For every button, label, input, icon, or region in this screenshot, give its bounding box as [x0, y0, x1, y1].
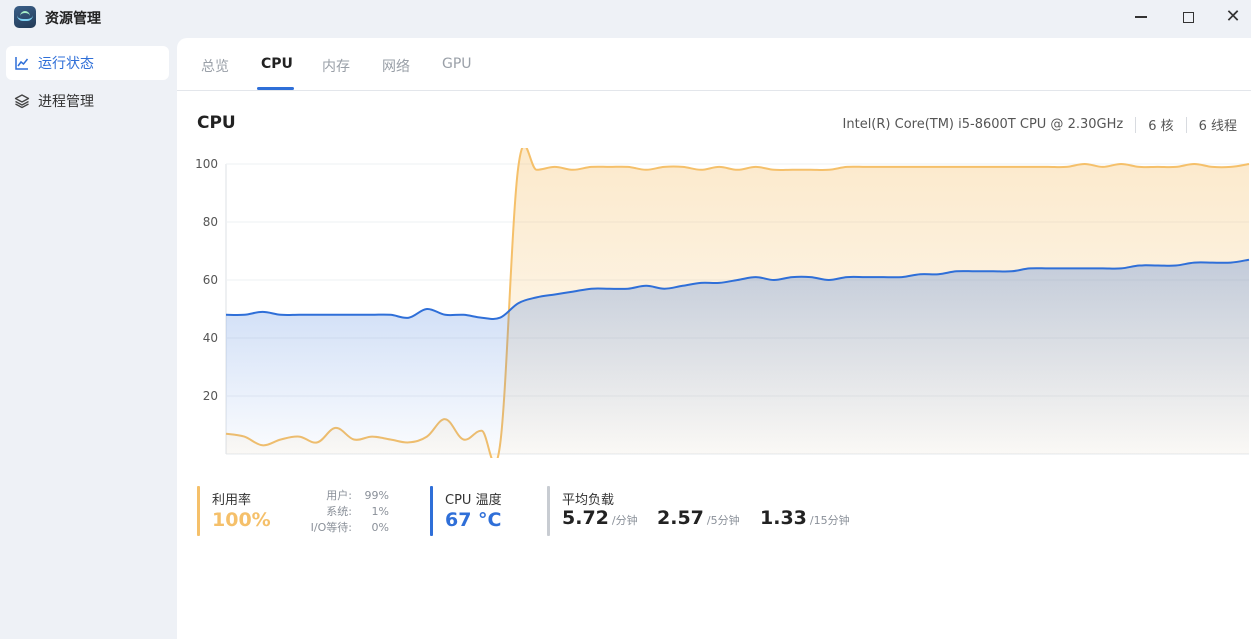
divider: [1135, 116, 1137, 133]
tab-cpu[interactable]: CPU: [261, 56, 293, 72]
series-blue-line: [225, 258, 1250, 320]
section-title: CPU: [197, 113, 236, 133]
tab-memory[interactable]: 内存: [322, 59, 350, 75]
user-value: 99%: [364, 489, 389, 502]
load-5min: 2.57/5分钟: [657, 507, 740, 529]
load-average-stat: 平均负载 5.72/分钟 2.57/5分钟 1.33/15分钟: [547, 486, 997, 536]
y-tick-label: 100: [195, 157, 218, 171]
divider: [1185, 116, 1187, 133]
load-1min: 5.72/分钟: [562, 507, 638, 529]
sidebar-item-processes[interactable]: 进程管理: [6, 84, 169, 118]
system-label: 系统:: [326, 505, 352, 518]
temperature-label: CPU 温度: [445, 493, 502, 508]
load-1min-value: 5.72: [562, 507, 609, 529]
load-15min: 1.33/15分钟: [760, 507, 850, 529]
iowait-value: 0%: [371, 521, 389, 534]
load-5min-value: 2.57: [657, 507, 704, 529]
maximize-icon: [1182, 11, 1194, 23]
temperature-color-bar: [430, 486, 433, 536]
load-1min-unit: /分钟: [611, 514, 638, 527]
series-blue-area: [226, 259, 1249, 454]
load-color-bar: [547, 486, 550, 536]
cpu-info: Intel(R) Core(TM) i5-8600T CPU @ 2.30GHz…: [843, 115, 1237, 134]
tab-overview[interactable]: 总览: [201, 59, 229, 75]
app-logo-icon: [14, 6, 36, 28]
system-value: 1%: [371, 505, 389, 518]
close-button[interactable]: ✕: [1218, 4, 1248, 30]
load-average-label: 平均负载: [562, 493, 615, 508]
cpu-cores: 6 核: [1148, 119, 1174, 134]
stats-row: 利用率 100% 用户: 99% 系统: 1% I/O等待: 0% CPU 温度 67…: [197, 486, 1197, 536]
tab-gpu[interactable]: GPU: [442, 56, 472, 72]
sidebar-item-label: 进程管理: [38, 94, 94, 110]
layers-icon: [14, 93, 30, 109]
cpu-model: Intel(R) Core(TM) i5-8600T CPU @ 2.30GHz: [842, 117, 1124, 132]
utilization-color-bar: [197, 486, 200, 536]
user-label: 用户:: [326, 489, 352, 502]
maximize-button[interactable]: [1173, 4, 1203, 30]
title-bar: 资源管理 ✕: [0, 0, 1251, 36]
tab-network[interactable]: 网络: [382, 59, 410, 75]
utilization-value: 100%: [212, 509, 271, 531]
y-tick-label: 80: [203, 215, 218, 229]
sidebar-item-status[interactable]: 运行状态: [6, 46, 169, 80]
y-tick-label: 60: [203, 273, 218, 287]
tab-bar: 总览 CPU 内存 网络 GPU: [177, 38, 1251, 91]
utilization-stat: 利用率 100% 用户: 99% 系统: 1% I/O等待: 0%: [197, 486, 417, 536]
minimize-icon: [1135, 16, 1147, 18]
y-tick-label: 20: [203, 389, 218, 403]
load-5min-unit: /5分钟: [706, 514, 740, 527]
sidebar: 运行状态 进程管理: [0, 38, 176, 639]
cpu-threads: 6 线程: [1198, 119, 1237, 134]
temperature-value: 67 °C: [445, 509, 502, 531]
sidebar-item-label: 运行状态: [38, 56, 94, 72]
line-chart-icon: [14, 55, 30, 71]
app-title: 资源管理: [45, 11, 101, 27]
close-icon: ✕: [1225, 6, 1241, 27]
y-tick-label: 40: [203, 331, 218, 345]
minimize-button[interactable]: [1126, 4, 1156, 30]
load-15min-value: 1.33: [760, 507, 807, 529]
main-panel: 总览 CPU 内存 网络 GPU CPU Intel(R) Core(TM) i…: [177, 38, 1251, 639]
utilization-breakdown: 用户: 99% 系统: 1% I/O等待: 0%: [307, 488, 389, 536]
iowait-label: I/O等待:: [310, 521, 352, 534]
active-tab-indicator: [257, 87, 294, 90]
cpu-usage-chart: 20 40 60 80 100: [195, 148, 1250, 458]
utilization-label: 利用率: [212, 493, 252, 508]
load-15min-unit: /15分钟: [809, 514, 850, 527]
temperature-stat: CPU 温度 67 °C: [430, 486, 540, 536]
